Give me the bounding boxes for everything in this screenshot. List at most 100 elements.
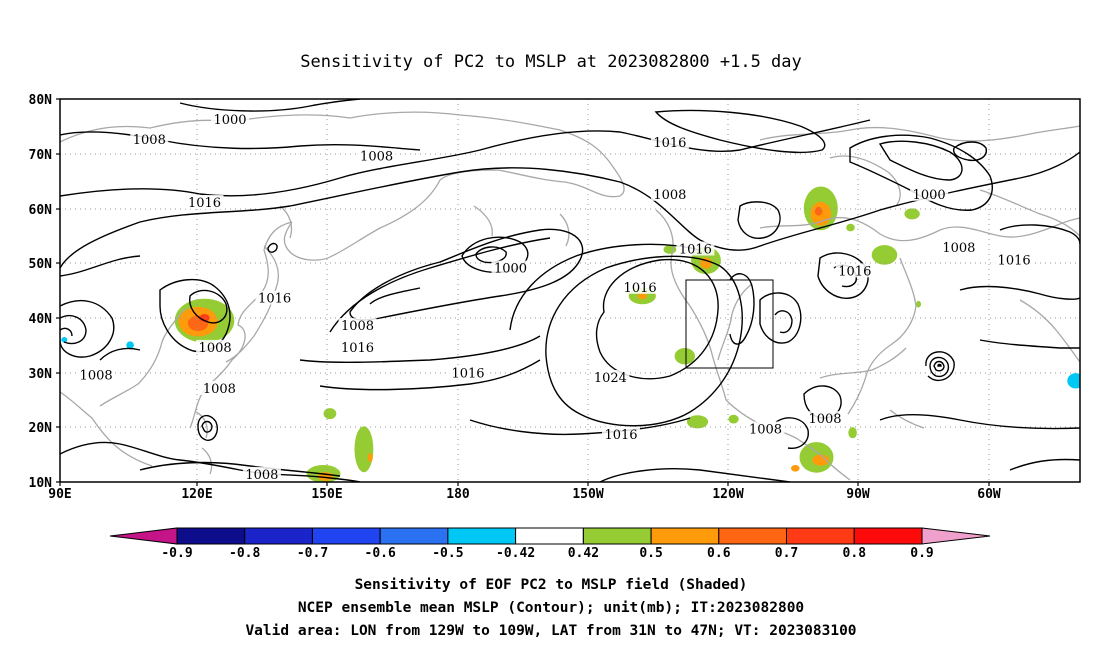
contour-label: 1000 [494, 262, 527, 277]
lon-tick-label: 150W [572, 487, 603, 502]
lon-axis: 90E 120E 150E 180 150W 120W 90W 60W [48, 482, 1001, 502]
sensitivity-shade-patch [126, 341, 134, 350]
lat-tick-label: 10N [29, 476, 53, 491]
contour-label: 1008 [749, 423, 782, 438]
lat-axis: 80N 70N 60N 50N 40N 30N 20N 10N [29, 93, 60, 491]
contour-label-bg [621, 279, 660, 294]
colorbar-tick-label: -0.42 [496, 546, 535, 561]
contour-label: 1008 [341, 319, 374, 334]
sensitivity-shade-patch [61, 337, 68, 343]
contour-label: 1016 [838, 264, 871, 279]
colorbar-high-triangle [921, 527, 991, 545]
contour-label-bg [910, 186, 949, 201]
contour-label-bg [650, 134, 689, 149]
colorbar-low-triangle [109, 527, 178, 545]
sensitivity-shade-patch [638, 292, 647, 300]
contour-label: 1024 [594, 371, 627, 386]
contour-label-bg [211, 111, 249, 126]
contour-label: 1016 [341, 341, 374, 356]
caption-line: NCEP ensemble mean MSLP (Contour); unit(… [298, 600, 804, 616]
contour-label: 1016 [624, 281, 657, 296]
lon-tick-label: 150E [311, 487, 342, 502]
lon-tick-label: 90W [846, 487, 870, 502]
colorbar-tick-label: 0.7 [775, 546, 798, 561]
sensitivity-shade-patch [674, 348, 695, 365]
colorbar-tick-label: 0.5 [639, 546, 662, 561]
colorbar-cell [447, 527, 517, 545]
contour-label: 1008 [133, 133, 166, 148]
lat-tick-label: 30N [29, 367, 53, 382]
colorbar-tick-label: 0.42 [568, 546, 599, 561]
colorbar-cell [718, 527, 787, 545]
caption-line: Sensitivity of EOF PC2 to MSLP field (Sh… [355, 577, 748, 593]
lat-tick-label: 40N [29, 312, 53, 327]
contour-label: 1008 [808, 412, 841, 427]
lon-tick-label: 120E [181, 487, 212, 502]
contour-label-bg [491, 260, 530, 275]
colorbar-cell [650, 527, 720, 545]
sensitivity-shade-patch [791, 465, 800, 472]
sensitivity-shade-patch [848, 427, 857, 439]
contour-label-bg [835, 263, 874, 278]
colorbar-cell [853, 527, 923, 545]
sensitivity-shade-patch [1067, 373, 1080, 389]
map-frame [59, 98, 1081, 483]
mslp-contours [60, 99, 1080, 482]
contour-label-bg [602, 426, 640, 441]
colorbar-cell [379, 527, 449, 545]
sensitivity-shade-patch [354, 426, 374, 473]
colorbar-cell [515, 527, 584, 545]
lat-lon-gridlines [60, 99, 1080, 482]
lon-tick-label: 60W [977, 487, 1001, 502]
contour-label-bg [255, 290, 294, 305]
sensitivity-shade-patch [686, 415, 709, 429]
contour-label: 1000 [913, 188, 946, 203]
figure-title: Sensitivity of PC2 to MSLP at 2023082800… [300, 52, 802, 72]
contour-label-bg [200, 381, 239, 395]
contour-label-bg [449, 365, 487, 380]
lat-tick-label: 70N [29, 148, 53, 163]
colorbar-tick-label: 0.9 [910, 546, 933, 561]
sensitivity-shade-patch [814, 206, 823, 216]
contour-label-bg [242, 466, 281, 481]
lon-tick-label: 180 [446, 487, 470, 502]
contour-label: 1016 [998, 253, 1031, 268]
contour-label: 1016 [653, 136, 686, 151]
lon-tick-label: 120W [712, 487, 743, 502]
colorbar-tick-label: -0.9 [161, 546, 192, 561]
contour-label-bg [995, 252, 1034, 267]
contour-label-bg [338, 339, 377, 354]
colorbar-cell [582, 527, 652, 545]
contour-label: 1016 [604, 428, 637, 443]
colorbar-cell [176, 527, 246, 545]
contour-label: 1008 [942, 241, 975, 256]
colorbar-tick-label: -0.7 [297, 546, 328, 561]
sensitivity-shade-patch [846, 223, 855, 232]
contour-label-bg [806, 411, 844, 426]
colorbar-cell [786, 527, 855, 545]
lat-tick-label: 20N [29, 421, 53, 436]
contour-label: 1008 [653, 188, 686, 203]
contour-label-bg [746, 421, 785, 436]
contour-label-bg [338, 318, 377, 333]
sensitivity-shade-patch [812, 454, 830, 466]
colorbar-tick-label: -0.5 [432, 546, 463, 561]
contour-label: 1008 [80, 368, 113, 383]
sensitivity-shade-patch [871, 245, 898, 265]
lat-tick-label: 80N [29, 93, 53, 108]
contour-label-bg [196, 339, 235, 354]
sensitivity-shade-patch [728, 414, 739, 424]
caption-line: Valid area: LON from 129W to 109W, LAT f… [245, 623, 856, 639]
contour-label: 1008 [360, 149, 393, 164]
colorbar-tick-label: -0.8 [229, 546, 260, 561]
contour-label: 1016 [679, 243, 712, 258]
contour-label-bg [650, 186, 689, 201]
colorbar-tick-label: -0.6 [365, 546, 396, 561]
contour-label-bg [939, 239, 978, 254]
contour-label: 1008 [199, 341, 232, 356]
sensitivity-shading [61, 186, 1080, 482]
contour-label: 1016 [188, 196, 221, 211]
contour-label-bg [676, 241, 715, 256]
sensitivity-shade-patch [904, 208, 920, 220]
